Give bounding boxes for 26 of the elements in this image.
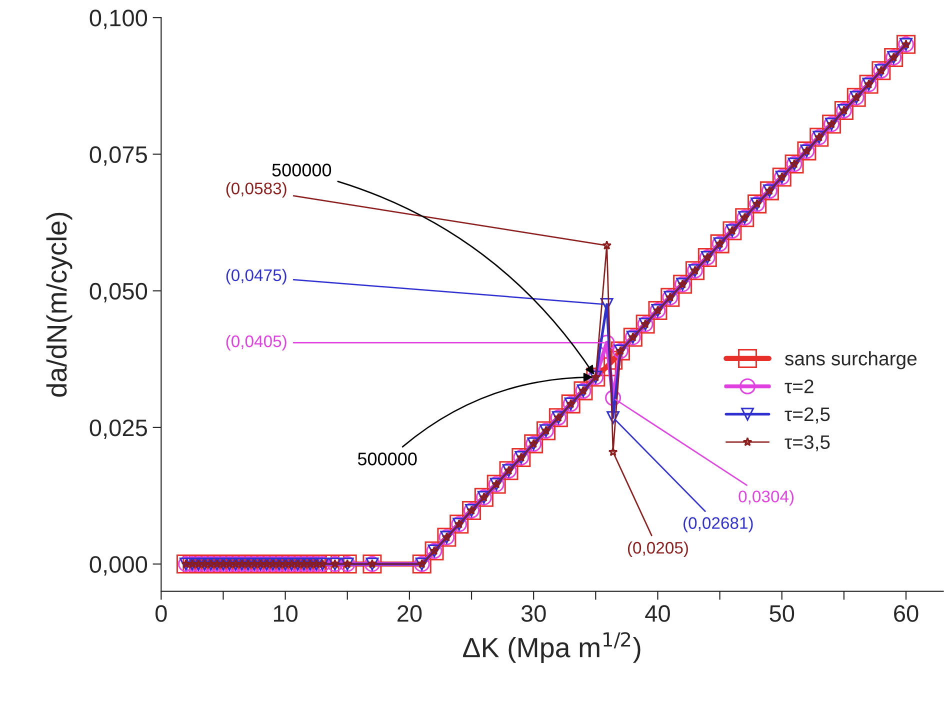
annotation: (0,0583) (226, 182, 286, 198)
y-tick-label: 0,025 (90, 419, 147, 440)
annotation: 500000 (358, 452, 417, 466)
x-tick-label: 20 (398, 605, 422, 622)
annotation: 500000 (272, 164, 332, 176)
x-axis-title: ΔK (Mpa m$^{1/2}$) (463, 632, 640, 663)
x-tick-label: 10 (274, 605, 298, 622)
annotation: 0,0304) (738, 490, 794, 506)
y-tick-label: 0,100 (90, 10, 148, 30)
x-tick-label: 30 (521, 605, 546, 622)
legend-label: τ=2,5 (784, 407, 830, 424)
y-tick-label: 0,050 (90, 282, 148, 302)
legend-label: τ=2 (784, 380, 814, 394)
y-axis-title: da/dN(m/cycle) (46, 212, 72, 397)
annotation: (0,02681) (684, 516, 753, 532)
annotation: (0,0205) (628, 541, 688, 557)
x-tick-label: 40 (645, 605, 670, 622)
annotation: (0,0405) (226, 334, 286, 350)
legend-label: τ=3,5 (784, 435, 830, 452)
y-tick-label: 0,000 (90, 556, 148, 576)
x-tick-label: 50 (770, 605, 794, 622)
legend-label: sans surcharge (785, 351, 917, 370)
x-tick-label: 60 (894, 605, 918, 622)
y-tick-label: 0,075 (90, 146, 147, 166)
annotation: (0,0475) (226, 268, 286, 284)
x-tick-label: 0 (156, 605, 167, 622)
